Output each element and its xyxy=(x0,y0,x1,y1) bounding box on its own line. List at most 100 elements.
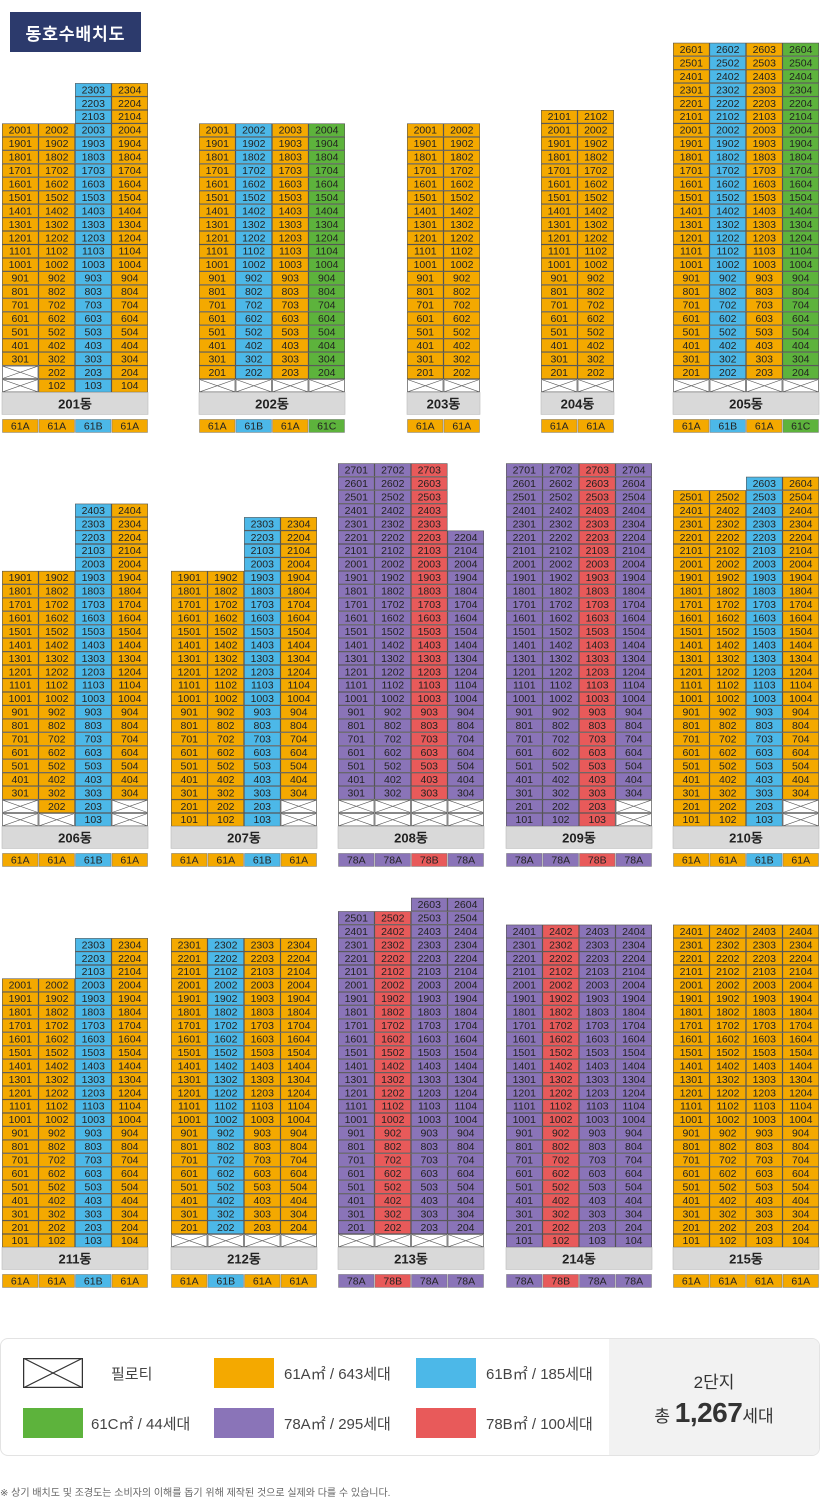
unit-cell: 1301 xyxy=(406,217,444,232)
unit-cell: 2603 xyxy=(745,42,783,57)
unit-cell: 1402 xyxy=(235,204,273,218)
unit-number: 1404 xyxy=(789,639,813,651)
unit-number: 1602 xyxy=(381,612,405,624)
unit-number: 1904 xyxy=(789,572,813,584)
unit-cell: 401 xyxy=(505,772,543,787)
unit-number: 1002 xyxy=(716,1114,740,1126)
unit-number: 1003 xyxy=(279,259,303,271)
unit-number: 1201 xyxy=(513,666,537,678)
unit-type-tag xyxy=(577,419,614,433)
unit-cell: 802 xyxy=(709,718,746,733)
unit-number: 2704 xyxy=(622,465,646,477)
unit-cell: 402 xyxy=(207,1193,245,1208)
unit-cell: 704 xyxy=(782,298,819,312)
unit-cell: 1801 xyxy=(406,150,444,164)
unit-number: 1004 xyxy=(622,693,646,705)
unit-cell: 1702 xyxy=(38,163,76,178)
unit-number: 1901 xyxy=(345,572,369,584)
unit-number: 2202 xyxy=(549,953,573,965)
unit-number: 2603 xyxy=(418,899,442,911)
unit-number: 2104 xyxy=(454,545,478,557)
unit-cell: 801 xyxy=(540,284,578,299)
unit-number: 1803 xyxy=(279,152,303,164)
building-214동: 1012013014015016017018019011001110112011… xyxy=(505,924,653,1288)
unit-number: 601 xyxy=(682,747,700,759)
unit-cell: 1201 xyxy=(337,1086,375,1100)
unit-cell: 1102 xyxy=(207,1099,245,1113)
unit-number: 1104 xyxy=(454,1101,477,1113)
unit-number: 602 xyxy=(719,1168,737,1180)
unit-number: 304 xyxy=(121,353,139,365)
unit-cell: 504 xyxy=(111,759,149,773)
unit-number: 704 xyxy=(121,734,139,746)
unit-type-tag xyxy=(673,1274,710,1288)
unit-cell: 2101 xyxy=(505,964,543,979)
unit-cell: 2101 xyxy=(337,964,375,979)
unit-cell: 502 xyxy=(542,759,579,773)
unit-cell: 1502 xyxy=(709,624,746,639)
unit-number: 1004 xyxy=(454,693,478,705)
unit-cell: 401 xyxy=(337,1193,375,1208)
unit-number: 701 xyxy=(515,1155,533,1167)
piloti-cell xyxy=(577,379,614,393)
unit-cell: 1702 xyxy=(542,1018,579,1033)
unit-cell: 1401 xyxy=(1,1059,39,1073)
unit-number: 2501 xyxy=(513,491,537,503)
unit-cell: 203 xyxy=(244,799,281,813)
unit-number: 704 xyxy=(121,1155,139,1167)
unit-number: 802 xyxy=(217,720,235,732)
legend-swatch xyxy=(416,1408,476,1438)
unit-cell: 902 xyxy=(38,1126,76,1140)
unit-cell: 1702 xyxy=(577,163,614,178)
unit-number: 302 xyxy=(719,787,737,799)
unit-number: 1503 xyxy=(251,1047,275,1059)
unit-number: 2104 xyxy=(118,966,142,978)
unit-cell: 1702 xyxy=(709,1018,746,1033)
unit-number: 1201 xyxy=(680,1087,704,1099)
unit-cell: 703 xyxy=(244,1153,281,1167)
unit-number: 1203 xyxy=(418,1087,442,1099)
unit-type-label: 78A xyxy=(515,1275,534,1287)
unit-number: 2204 xyxy=(118,98,142,110)
unit-number: 403 xyxy=(253,774,271,786)
unit-cell: 1004 xyxy=(280,691,317,706)
unit-cell: 1601 xyxy=(406,177,444,191)
unit-number: 2001 xyxy=(680,559,704,571)
unit-number: 1701 xyxy=(513,1020,537,1032)
unit-number: 302 xyxy=(587,353,605,365)
unit-cell: 503 xyxy=(244,1180,281,1194)
unit-number: 401 xyxy=(347,1195,365,1207)
unit-cell: 1503 xyxy=(410,1045,448,1060)
unit-cell: 2001 xyxy=(1,978,39,992)
unit-cell: 801 xyxy=(1,718,39,733)
unit-cell: 804 xyxy=(782,718,819,733)
unit-cell: 503 xyxy=(75,1180,112,1194)
unit-cell: 1701 xyxy=(672,597,710,612)
unit-number: 1402 xyxy=(716,1060,740,1072)
unit-cell: 1304 xyxy=(782,217,819,232)
unit-number: 1901 xyxy=(414,138,438,150)
unit-number: 2001 xyxy=(9,980,33,992)
unit-number: 204 xyxy=(457,1222,475,1234)
unit-cell: 2201 xyxy=(672,96,710,110)
piloti-cell xyxy=(443,379,480,393)
unit-number: 402 xyxy=(245,340,263,352)
total-suffix: 세대 xyxy=(742,1406,774,1426)
unit-cell: 2103 xyxy=(75,110,112,124)
unit-number: 1704 xyxy=(454,1020,478,1032)
unit-cell: 2604 xyxy=(615,476,652,491)
unit-number: 2203 xyxy=(82,98,106,110)
unit-number: 2004 xyxy=(118,559,142,571)
unit-number: 901 xyxy=(208,273,226,285)
unit-cell: 102 xyxy=(709,1234,746,1248)
unit-number: 2204 xyxy=(118,953,142,965)
unit-number: 1301 xyxy=(345,653,369,665)
unit-number: 1403 xyxy=(418,639,442,651)
unit-cell: 703 xyxy=(410,1153,448,1167)
unit-cell: 1601 xyxy=(171,611,208,625)
unit-cell: 1202 xyxy=(443,231,480,245)
unit-cell: 501 xyxy=(540,325,578,339)
unit-cell: 302 xyxy=(374,786,411,800)
unit-cell: 2203 xyxy=(578,951,616,965)
unit-cell: 104 xyxy=(111,1234,149,1248)
